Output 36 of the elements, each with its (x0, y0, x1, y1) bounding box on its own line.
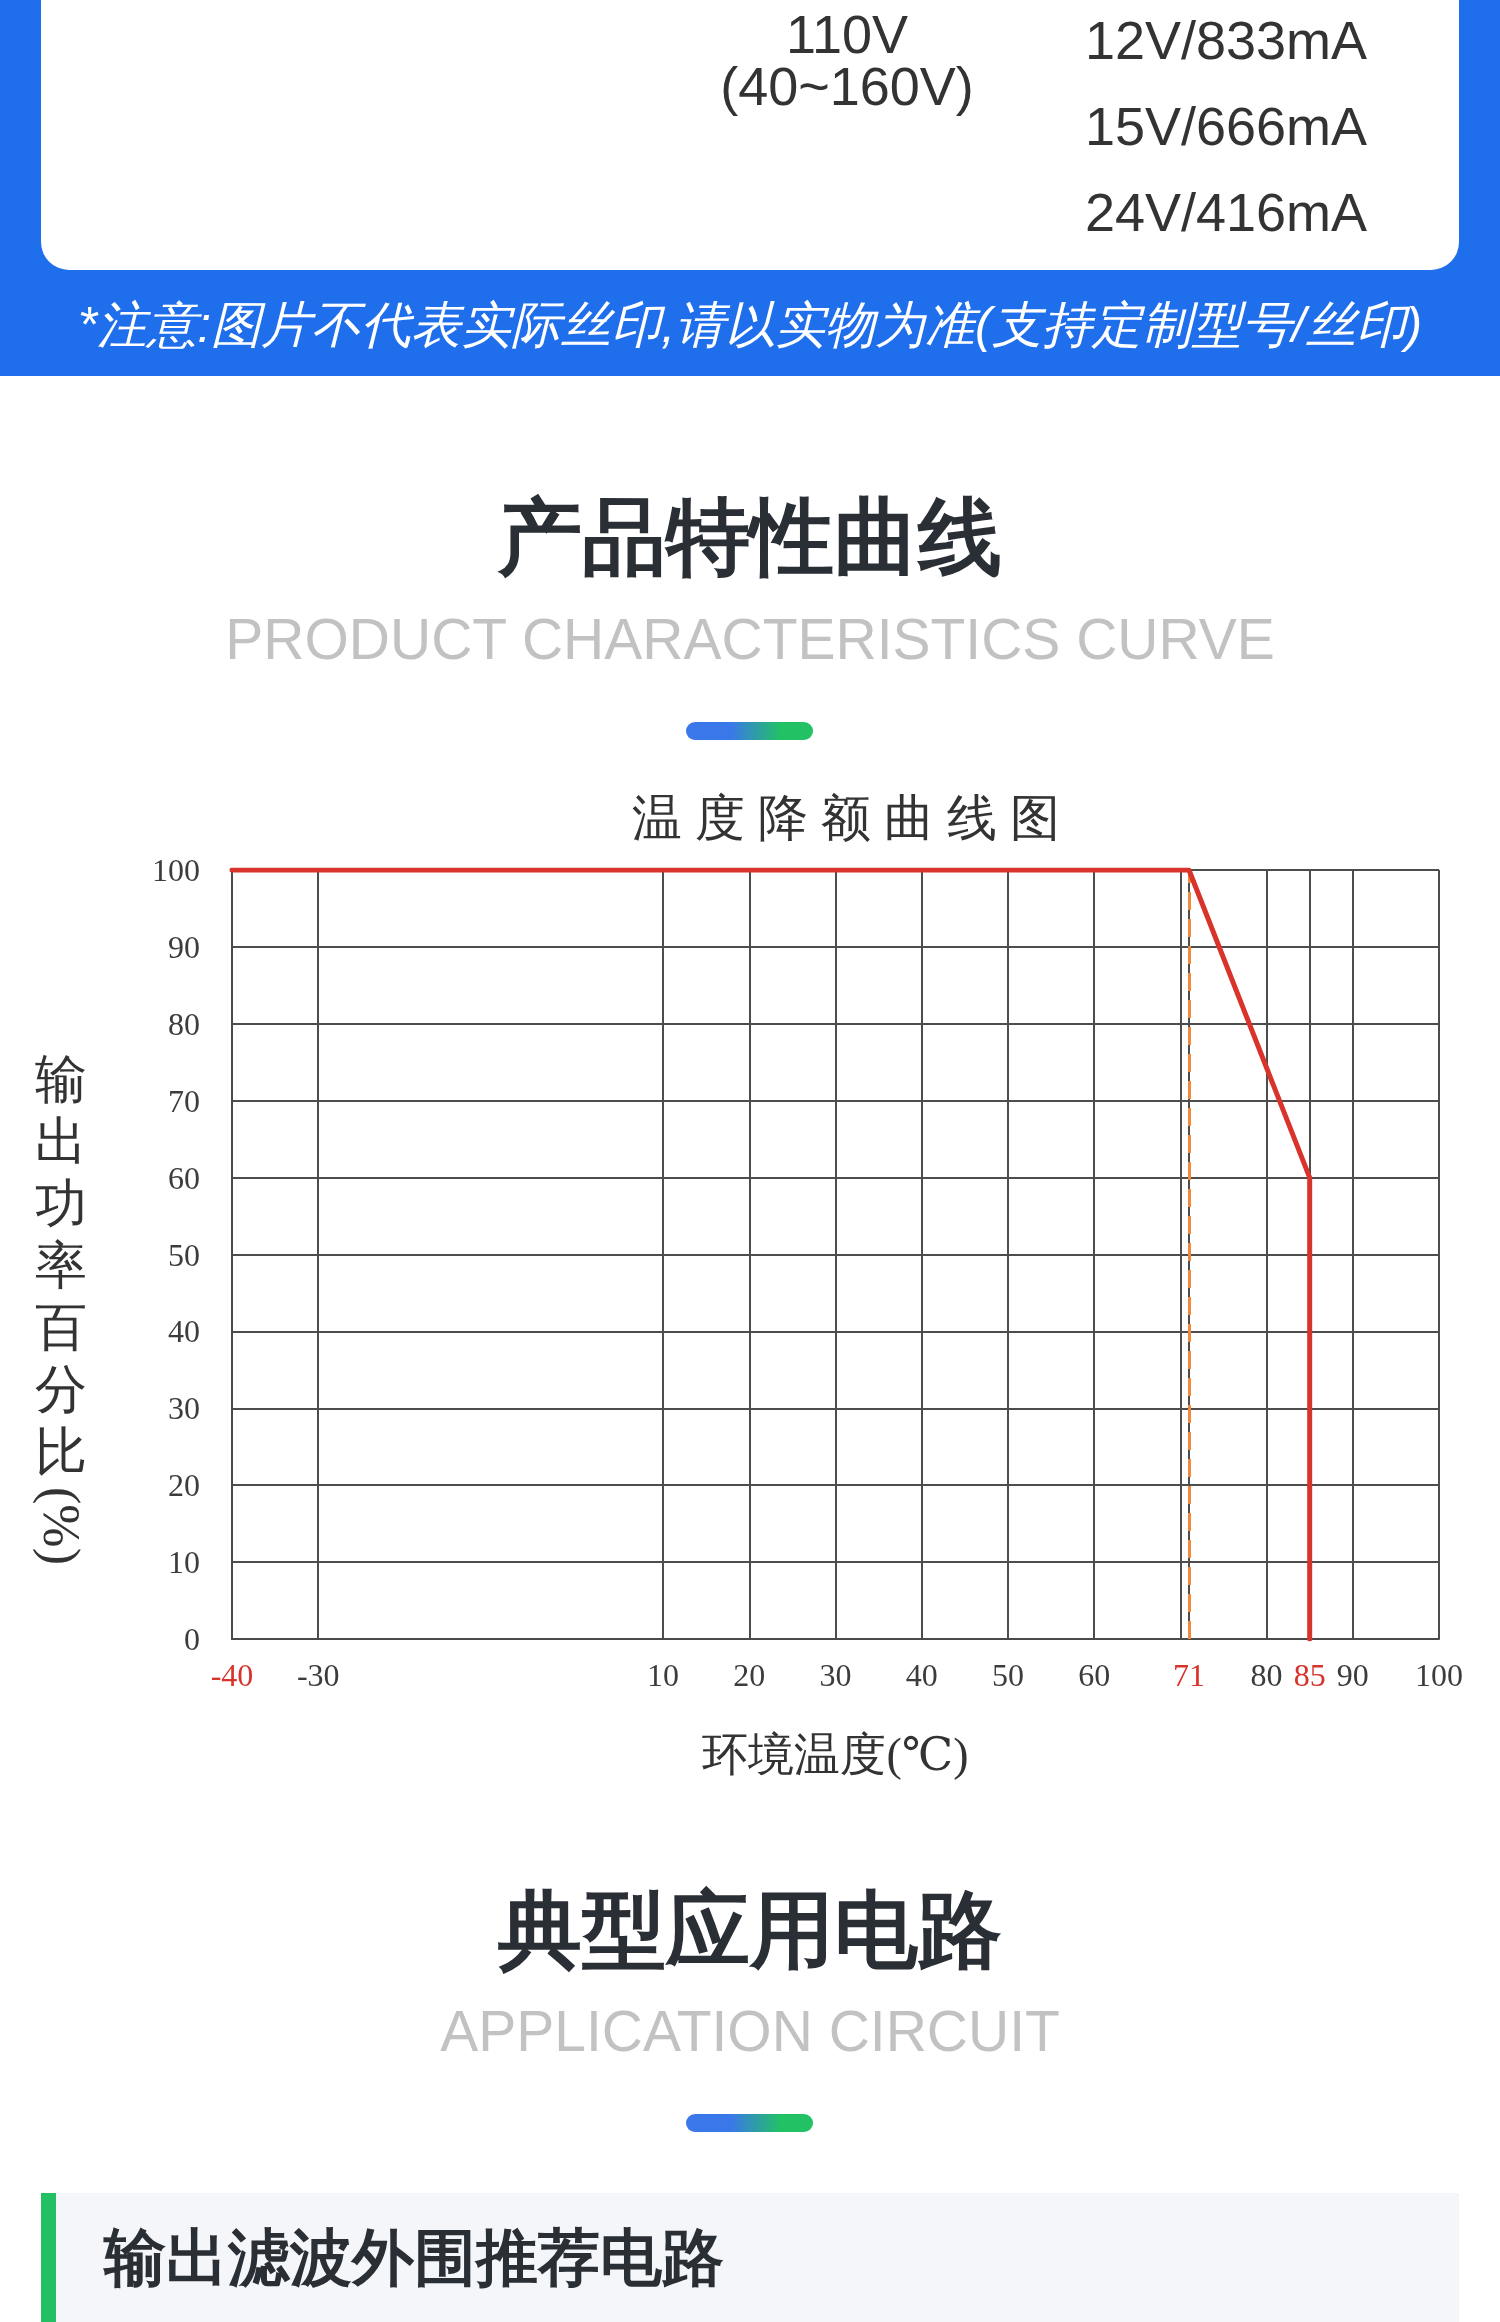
text: 12V/833mA (1084, 8, 1368, 72)
chart-title: 温度降额曲线图 (632, 790, 1073, 848)
x-tick-label: 100 (1415, 1657, 1463, 1693)
y-tick-label: 80 (168, 1005, 200, 1042)
y-tick-label: 10 (168, 1544, 200, 1581)
text: *注意:图片不代表实际丝印,请以实物为准(支持定制型号/丝印) (77, 297, 1423, 355)
y-tick-label: 50 (168, 1236, 200, 1273)
y-tick-label: 40 (168, 1313, 200, 1350)
x-tick-label: 80 (1250, 1657, 1283, 1693)
text: APPLICATION CIRCUIT (440, 1999, 1060, 2065)
x-tick-label: 30 (819, 1657, 852, 1693)
y-tick-label: 70 (168, 1082, 200, 1119)
text: 15V/666mA (1084, 94, 1368, 158)
x-tick-label: 85 (1293, 1657, 1326, 1693)
x-tick-label: 40 (905, 1657, 938, 1693)
x-axis-title: 环境温度(℃) (702, 1728, 969, 1780)
y-tick-label: 100 (152, 852, 200, 888)
y-tick-label: 30 (168, 1390, 200, 1427)
text: 24V/416mA (1084, 180, 1368, 244)
x-tick-label: 20 (733, 1657, 766, 1693)
text: 典型应用电路 (498, 1881, 1002, 1979)
x-tick-label: 50 (991, 1657, 1024, 1693)
y-tick-label: 20 (168, 1467, 200, 1504)
y-tick-label: 60 (168, 1159, 200, 1196)
y-tick-label: 0 (184, 1621, 200, 1657)
x-tick-label: 60 (1078, 1657, 1111, 1693)
y-axis-title: 输出功率百分比(%) (33, 1049, 90, 1566)
text: 产品特性曲线 (498, 488, 1002, 586)
x-tick-label: 10 (647, 1657, 680, 1693)
x-tick-label: 71 (1172, 1657, 1205, 1693)
x-tick-label: -40 (210, 1657, 254, 1693)
text: 输出滤波外围推荐电路 (104, 2222, 724, 2294)
y-tick-label: 90 (168, 928, 200, 965)
x-tick-label: -30 (296, 1657, 340, 1693)
text: PRODUCT CHARACTERISTICS CURVE (225, 607, 1275, 673)
x-tick-label: 90 (1336, 1657, 1369, 1693)
